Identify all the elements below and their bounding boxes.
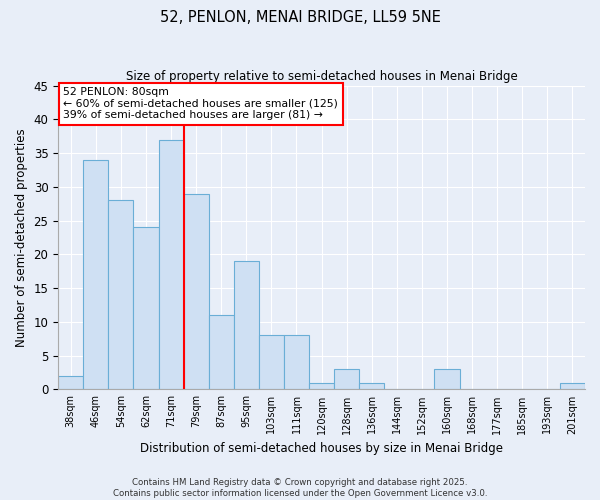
- Bar: [434, 369, 460, 390]
- Bar: [359, 382, 384, 390]
- Text: 52, PENLON, MENAI BRIDGE, LL59 5NE: 52, PENLON, MENAI BRIDGE, LL59 5NE: [160, 10, 440, 25]
- Bar: [309, 382, 334, 390]
- Bar: [184, 194, 209, 390]
- Y-axis label: Number of semi-detached properties: Number of semi-detached properties: [15, 128, 28, 347]
- Title: Size of property relative to semi-detached houses in Menai Bridge: Size of property relative to semi-detach…: [126, 70, 517, 83]
- Text: Contains HM Land Registry data © Crown copyright and database right 2025.
Contai: Contains HM Land Registry data © Crown c…: [113, 478, 487, 498]
- Text: 52 PENLON: 80sqm
← 60% of semi-detached houses are smaller (125)
39% of semi-det: 52 PENLON: 80sqm ← 60% of semi-detached …: [64, 87, 338, 120]
- Bar: [209, 315, 234, 390]
- Bar: [58, 376, 83, 390]
- Bar: [234, 261, 259, 390]
- Bar: [158, 140, 184, 390]
- Bar: [133, 228, 158, 390]
- Bar: [284, 336, 309, 390]
- Bar: [259, 336, 284, 390]
- Bar: [109, 200, 133, 390]
- X-axis label: Distribution of semi-detached houses by size in Menai Bridge: Distribution of semi-detached houses by …: [140, 442, 503, 455]
- Bar: [334, 369, 359, 390]
- Bar: [560, 382, 585, 390]
- Bar: [83, 160, 109, 390]
